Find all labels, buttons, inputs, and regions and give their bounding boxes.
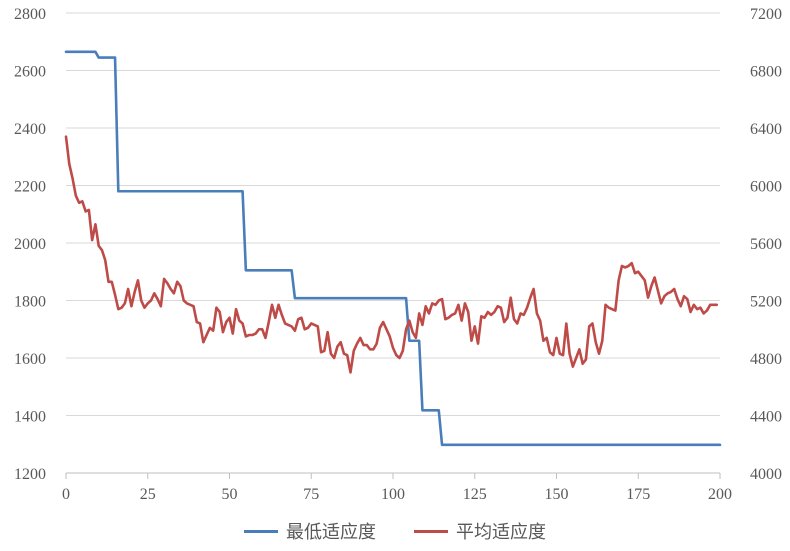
y-left-tick-label: 2600 [14,64,46,81]
legend-label-min: 最低适应度 [286,522,376,542]
series-line-min-fitness [64,50,722,447]
y-left-tick-label: 1400 [14,409,46,426]
y-left-tick-label: 2000 [14,236,46,253]
y-right-tick-label: 6800 [750,64,782,81]
x-tick-label: 150 [545,486,569,503]
x-tick-label: 50 [222,486,238,503]
y-left-tick-label: 2200 [14,179,46,196]
y-right-tick-label: 7200 [750,6,782,23]
y-right-tick-label: 4000 [750,466,782,483]
series-line-avg-fitness [64,135,719,374]
legend: 最低适应度 平均适应度 [0,518,790,544]
y-right-tick-label: 6400 [750,121,782,138]
y-left-tick-label: 2400 [14,121,46,138]
legend-swatch-avg [414,529,448,533]
y-right-tick-label: 5200 [750,294,782,311]
y-right-tick-label: 5600 [750,236,782,253]
legend-label-avg: 平均适应度 [456,522,546,542]
y-right-tick-label: 4400 [750,409,782,426]
y-left-tick-label: 1800 [14,294,46,311]
legend-item-avg: 平均适应度 [414,518,546,544]
legend-swatch-min [244,529,278,533]
y-left-tick-label: 1200 [14,466,46,483]
x-tick-label: 0 [62,486,70,503]
x-tick-label: 25 [140,486,156,503]
y-left-tick-label: 2800 [14,6,46,23]
x-tick-label: 100 [381,486,405,503]
y-right-tick-label: 6000 [750,179,782,196]
y-left-tick-label: 1600 [14,351,46,368]
x-tick-label: 200 [708,486,732,503]
y-right-tick-label: 4800 [750,351,782,368]
legend-item-min: 最低适应度 [244,518,376,544]
x-tick-label: 75 [303,486,319,503]
x-tick-label: 125 [463,486,487,503]
x-tick-label: 175 [626,486,650,503]
